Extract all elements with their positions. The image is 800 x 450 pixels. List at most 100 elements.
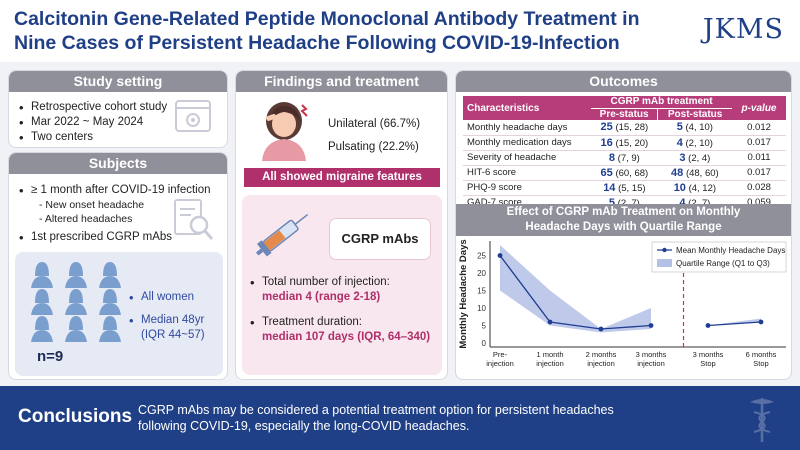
- woman-icon: [65, 316, 87, 342]
- x-tick-label: injection: [486, 359, 514, 368]
- conclusions-heading: Conclusions: [18, 406, 133, 427]
- table-row: Monthly headache days 25 (15, 28) 5 (4, 10…: [463, 120, 786, 135]
- x-tick-label: 2 months: [586, 350, 617, 359]
- pre-value: 25 (15, 28): [591, 120, 658, 135]
- subjects-criteria-list: ≥ 1 month after COVID-19 infection: [17, 183, 227, 198]
- p-value: 0.059: [747, 197, 771, 208]
- n-label: n=9: [37, 348, 64, 365]
- pre-iqr: (5, 15): [618, 182, 646, 194]
- title-line-2: Nine Cases of Persistent Headache Follow…: [14, 32, 620, 54]
- data-point: [547, 319, 553, 325]
- findings-panel: Findings and treatment Unilateral (66.7%…: [235, 70, 448, 380]
- post-iqr: (4, 10): [685, 122, 713, 134]
- headache-woman-icon: [262, 102, 308, 161]
- p-value: 0.012: [747, 121, 771, 133]
- legend-point-swatch: [662, 247, 667, 253]
- outcomes-table-body: Monthly headache days 25 (15, 28) 5 (4, 10…: [463, 120, 786, 210]
- list-item: Two centers: [17, 130, 227, 145]
- post-median: 3: [679, 151, 686, 164]
- post-iqr: (2, 7): [688, 197, 711, 209]
- x-tick-label: Stop: [700, 359, 715, 368]
- subjects-panel: Subjects ≥ 1 month after COVID-19 infect…: [8, 152, 228, 380]
- median-age: Median 48yr: [141, 314, 205, 326]
- woman-icon: [65, 262, 87, 288]
- duration-label: Treatment duration:: [262, 316, 362, 328]
- quartile-band: [500, 245, 651, 333]
- x-tick-label: Stop: [753, 359, 768, 368]
- pre-value: 65 (60, 68): [591, 165, 658, 180]
- col-characteristics: Characteristics: [467, 102, 540, 114]
- cgrp-mabs-bubble: CGRP mAbs: [330, 219, 430, 259]
- jkms-logo: JKMS: [702, 14, 784, 45]
- post-value: 4 (2, 7): [658, 195, 732, 210]
- syringe-icon: [255, 213, 309, 257]
- row-name: Monthly headache days: [467, 121, 568, 133]
- women-icon-grid: [31, 262, 121, 342]
- pulsating-text: Pulsating (22.2%): [328, 141, 419, 153]
- list-item: Median 48yr (IQR 44~57): [127, 313, 205, 343]
- woman-icon: [31, 316, 53, 342]
- p-value: 0.017: [747, 167, 771, 178]
- list-item: 1st prescribed CGRP mAbs: [17, 230, 227, 245]
- x-tick-label: 3 months: [636, 350, 667, 359]
- table-row: HIT-6 score 65 (60, 68) 48 (48, 60) 0.017: [463, 165, 786, 180]
- mean-line: [707, 321, 762, 327]
- study-setting-panel: Study setting Retrospective cohort study…: [8, 70, 228, 148]
- study-setting-list: Retrospective cohort study Mar 2022 ~ Ma…: [17, 100, 227, 145]
- pre-value: 5 (2, 7): [591, 195, 658, 210]
- pre-median: 5: [608, 196, 616, 209]
- post-median: 5: [676, 121, 683, 134]
- pre-median: 65: [600, 166, 613, 179]
- post-value: 10 (4, 12): [658, 180, 732, 195]
- list-item: Retrospective cohort study: [17, 100, 227, 115]
- list-item: All women: [127, 290, 205, 305]
- pre-iqr: (60, 68): [615, 167, 649, 179]
- search-document-icon: [174, 199, 214, 240]
- data-point: [598, 326, 604, 332]
- p-value: 0.017: [747, 137, 771, 148]
- data-point: [705, 323, 711, 328]
- pre-median: 8: [608, 151, 616, 164]
- injection-label: Total number of injection:: [262, 276, 390, 288]
- woman-icon: [65, 289, 87, 315]
- woman-icon: [99, 262, 121, 288]
- table-row: PHQ-9 score 14 (5, 15) 10 (4, 12) 0.028: [463, 180, 786, 195]
- woman-icon: [99, 289, 121, 315]
- row-name: HIT-6 score: [467, 167, 517, 178]
- x-tick-label: 1 month: [536, 350, 563, 359]
- x-tick-label: 6 months: [746, 350, 777, 359]
- data-point: [648, 323, 654, 328]
- x-tick-label: Pre-: [493, 350, 508, 359]
- pre-value: 14 (5, 15): [591, 180, 658, 195]
- x-tick-label: injection: [637, 359, 665, 368]
- quartile-band: [708, 318, 761, 326]
- list-item: Total number of injection: median 4 (ran…: [248, 275, 442, 305]
- subjects-heading: Subjects: [9, 153, 227, 174]
- row-name: PHQ-9 score: [467, 182, 522, 193]
- pre-iqr: (15, 28): [615, 122, 649, 134]
- row-name: Severity of headache: [467, 152, 557, 163]
- post-iqr: (4, 12): [688, 182, 717, 194]
- post-value: 4 (2, 10): [658, 135, 732, 150]
- unilateral-text: Unilateral (66.7%): [328, 118, 421, 130]
- settings-window-icon: [175, 100, 211, 132]
- chart-panel: Effect of CGRP mAb Treatment on Monthly …: [455, 204, 792, 380]
- pre-median: 14: [603, 181, 616, 194]
- p-value: 0.028: [747, 182, 771, 193]
- post-iqr: (2, 10): [685, 137, 713, 149]
- pre-value: 16 (15, 20): [591, 135, 658, 150]
- row-name: GAD-7 score: [467, 197, 522, 208]
- woman-icon: [99, 316, 121, 342]
- findings-heading: Findings and treatment: [236, 71, 447, 92]
- outcomes-heading: Outcomes: [456, 71, 791, 92]
- pre-iqr: (2, 7): [617, 197, 640, 209]
- conclusions-text: CGRP mAbs may be considered a potential …: [138, 402, 614, 434]
- conclusions-line-2: following COVID-19, especially the long-…: [138, 419, 470, 433]
- caduceus-icon: [750, 398, 774, 442]
- chart-heading: Effect of CGRP mAb Treatment on Monthly …: [456, 204, 791, 236]
- post-iqr: (48, 60): [685, 167, 719, 179]
- chart-legend: Mean Monthly Headache Days Quartile Range…: [651, 241, 787, 273]
- y-tick-label: 5: [482, 322, 487, 331]
- post-value: 3 (2, 4): [658, 150, 732, 165]
- list-item: Treatment duration: median 107 days (IQR…: [248, 315, 442, 345]
